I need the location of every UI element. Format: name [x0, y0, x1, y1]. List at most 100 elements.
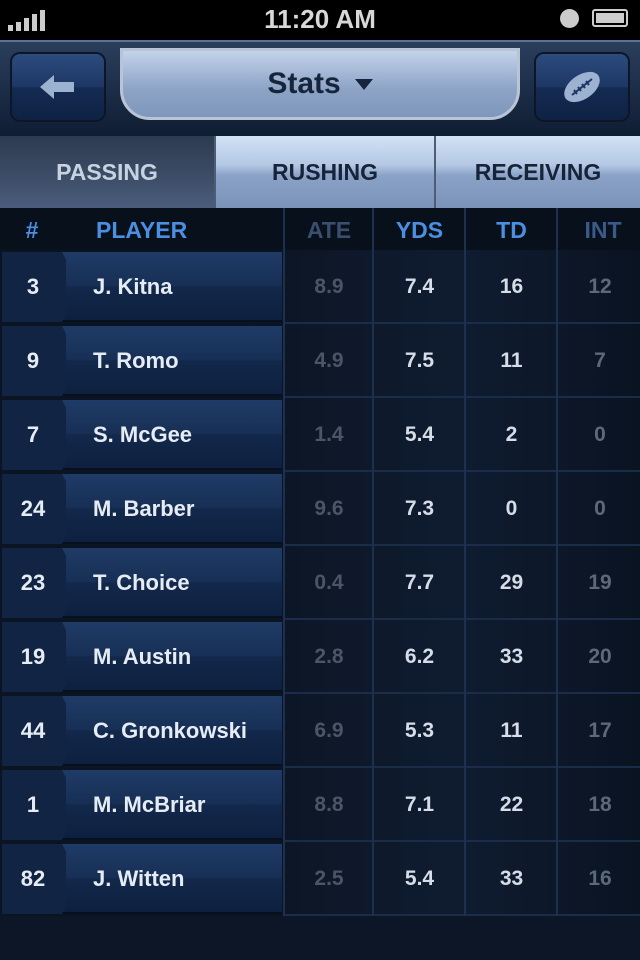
arrow-left-icon: [40, 75, 74, 99]
int-value: 19: [588, 571, 612, 594]
player-number: 24: [20, 496, 46, 521]
row-divider: [284, 914, 640, 916]
table-row[interactable]: 44 C. Gronkowski 6.9 5.3 11 17: [0, 694, 640, 768]
stats-dropdown[interactable]: Stats: [120, 48, 520, 120]
number-badge: [2, 696, 66, 766]
number-badge: [2, 844, 66, 914]
yds-value: 6.2: [404, 645, 435, 668]
td-value: 29: [499, 571, 524, 594]
status-time: 11:20 AM: [264, 4, 376, 34]
column-header-yds[interactable]: YDS: [395, 217, 444, 243]
table-row[interactable]: 9 T. Romo 4.9 7.5 11 7: [0, 324, 640, 398]
row-divider: [284, 692, 640, 694]
tab-receiving[interactable]: RECEIVING: [434, 136, 640, 208]
ate-value: 1.4: [314, 423, 344, 446]
number-badge: [2, 622, 66, 692]
table-row[interactable]: 19 M. Austin 2.8 6.2 33 20: [0, 620, 640, 694]
td-value: 0: [505, 497, 518, 520]
td-value: 33: [499, 645, 524, 668]
td-value: 33: [499, 867, 524, 890]
player-name: T. Romo: [93, 348, 179, 373]
divider: [372, 208, 374, 916]
table-row[interactable]: 3 J. Kitna 8.9 7.4 16 12: [0, 250, 640, 324]
number-badge: [2, 400, 66, 470]
table-row[interactable]: 1 M. McBriar 8.8 7.1 22 18: [0, 768, 640, 842]
ate-value: 8.9: [314, 275, 344, 298]
yds-value: 7.1: [404, 793, 435, 816]
ate-value: 0.4: [314, 571, 344, 594]
column-header-int[interactable]: INT: [584, 217, 622, 243]
column-header-player: PLAYER: [96, 217, 188, 243]
number-badge: [2, 252, 66, 322]
ate-value: 6.9: [314, 719, 344, 742]
ate-value: 2.8: [314, 645, 344, 668]
player-cell[interactable]: [2, 474, 282, 544]
player-number: 1: [26, 792, 40, 817]
td-value: 11: [500, 349, 523, 372]
number-badge: [2, 474, 66, 544]
int-value: 16: [588, 867, 612, 890]
player-name: C. Gronkowski: [93, 718, 248, 743]
row-divider: [284, 322, 640, 324]
player-cell[interactable]: [2, 844, 282, 914]
column-header-number: #: [25, 217, 39, 243]
int-value: 12: [588, 275, 612, 298]
page-title: Stats: [267, 67, 341, 100]
yds-value: 7.3: [404, 497, 435, 520]
td-value: 16: [499, 275, 524, 298]
battery-icon: [592, 9, 628, 27]
table-row[interactable]: 24 M. Barber 9.6 7.3 0 0: [0, 472, 640, 546]
player-number: 3: [26, 274, 40, 299]
ate-value: 9.6: [314, 497, 344, 520]
player-name: J. Kitna: [93, 274, 173, 299]
footer: [0, 916, 640, 960]
chevron-down-icon: [354, 78, 373, 90]
player-number: 82: [20, 866, 46, 891]
int-value: 18: [588, 793, 612, 816]
row-divider: [284, 544, 640, 546]
player-number: 19: [20, 644, 46, 669]
player-name: J. Witten: [93, 866, 185, 891]
ate-value: 8.8: [314, 793, 344, 816]
yds-value: 5.4: [404, 423, 435, 446]
player-cell[interactable]: [2, 770, 282, 840]
column-header-td[interactable]: TD: [496, 217, 527, 243]
td-value: 2: [505, 423, 518, 446]
td-value: 11: [500, 719, 523, 742]
player-name: M. Barber: [93, 496, 195, 521]
yds-value: 5.4: [404, 867, 435, 890]
tab-rushing[interactable]: RUSHING: [214, 136, 434, 208]
divider: [556, 208, 558, 916]
table-header: # PLAYER ATE YDS TD INT: [0, 208, 640, 250]
player-number: 9: [26, 348, 40, 373]
table-row[interactable]: 82 J. Witten 2.5 5.4 33 16: [0, 842, 640, 916]
player-name: M. Austin: [93, 644, 192, 669]
row-divider: [284, 470, 640, 472]
td-value: 22: [499, 793, 524, 816]
player-name: T. Choice: [93, 570, 190, 595]
row-divider: [284, 840, 640, 842]
number-badge: [2, 770, 66, 840]
player-cell[interactable]: [2, 326, 282, 396]
row-divider: [284, 766, 640, 768]
column-header-ate[interactable]: ATE: [306, 217, 352, 243]
player-cell[interactable]: [2, 400, 282, 470]
signal-icon: [8, 10, 45, 31]
number-badge: [2, 548, 66, 618]
table-row[interactable]: 23 T. Choice 0.4 7.7 29 19: [0, 546, 640, 620]
nav-bar: Stats: [0, 40, 640, 136]
row-divider: [284, 618, 640, 620]
tab-passing[interactable]: PASSING: [0, 136, 214, 208]
ate-value: 2.5: [314, 867, 344, 890]
player-cell[interactable]: [2, 252, 282, 322]
player-cell[interactable]: [2, 548, 282, 618]
int-value: 17: [588, 719, 612, 742]
football-button[interactable]: [536, 54, 628, 120]
back-button[interactable]: [12, 54, 104, 120]
player-name: M. McBriar: [93, 792, 206, 817]
player-cell[interactable]: [2, 622, 282, 692]
football-icon: [564, 71, 600, 103]
player-cell[interactable]: [2, 696, 282, 766]
table-row[interactable]: 7 S. McGee 1.4 5.4 2 0: [0, 398, 640, 472]
player-number: 7: [26, 422, 40, 447]
